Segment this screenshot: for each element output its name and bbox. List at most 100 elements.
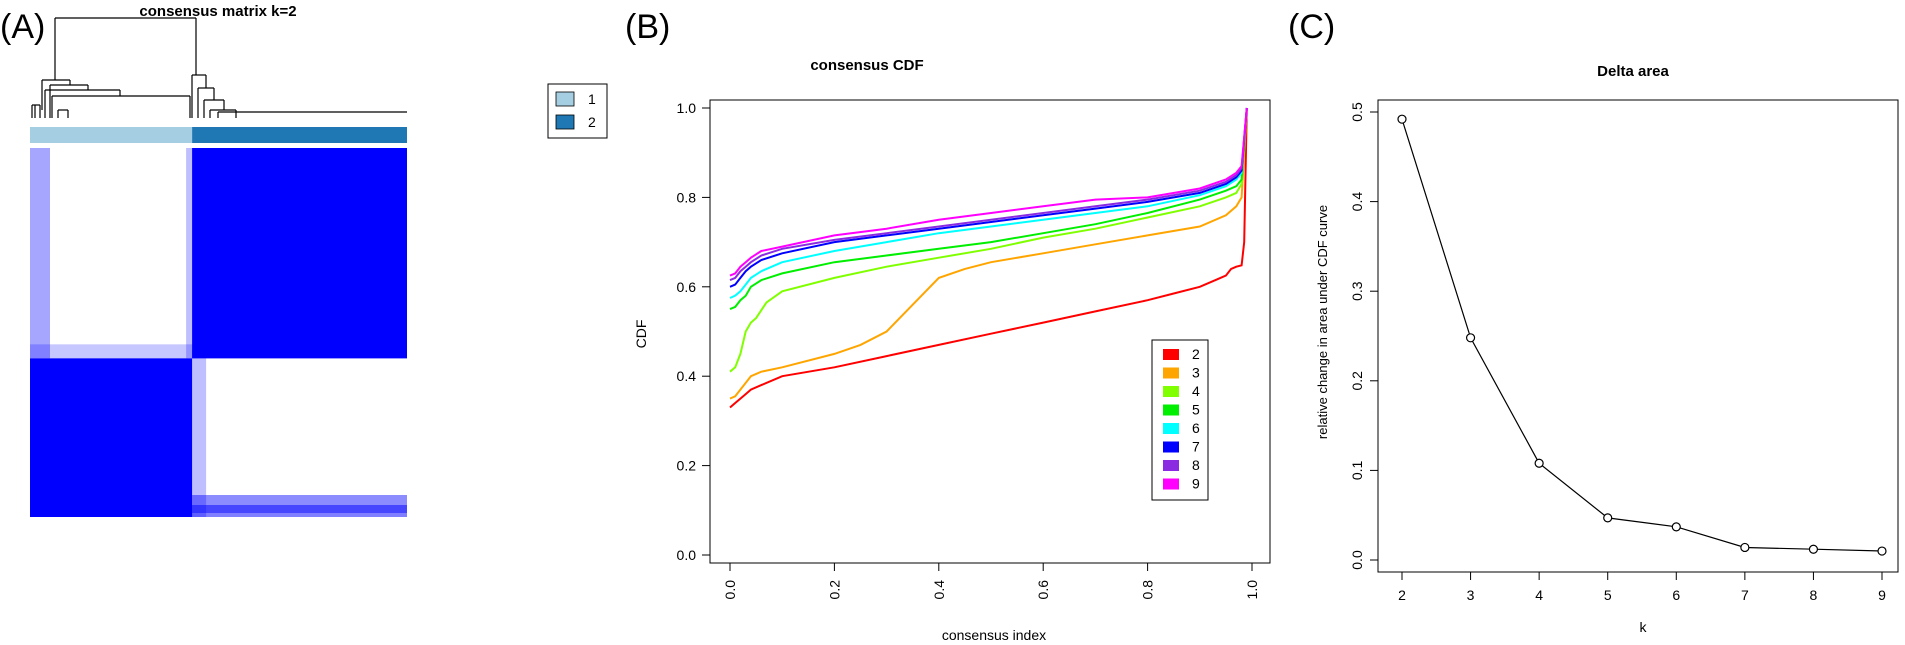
cluster-legend-label-2: 2 xyxy=(588,114,596,130)
delta-x-tick-label: 2 xyxy=(1398,587,1406,603)
matrix-noise-3 xyxy=(192,358,207,517)
consensus-heatmap xyxy=(30,148,407,517)
panel-label-b: (B) xyxy=(625,8,670,46)
cdf-legend-swatch-9 xyxy=(1163,478,1179,490)
cluster-bar-1 xyxy=(30,127,193,143)
cdf-series-k2 xyxy=(729,107,1248,409)
delta-x-tick-label: 4 xyxy=(1535,587,1543,603)
delta-x-tick-label: 3 xyxy=(1467,587,1475,603)
delta-y-tick-label: 0.1 xyxy=(1349,460,1365,480)
cluster-bar-2 xyxy=(192,127,407,143)
cdf-y-tick-label: 1.0 xyxy=(677,100,697,116)
delta-y-tick-label: 0.5 xyxy=(1349,102,1365,122)
delta-title: Delta area xyxy=(1597,63,1669,80)
cdf-y-tick-label: 0.2 xyxy=(677,458,697,474)
delta-x-tick-label: 7 xyxy=(1741,587,1749,603)
cdf-series-k4 xyxy=(729,107,1248,373)
delta-area-points xyxy=(1397,114,1887,556)
cdf-y-tick-label: 0.0 xyxy=(677,547,697,563)
cluster-legend-label-1: 1 xyxy=(588,91,596,107)
cdf-legend-swatch-7 xyxy=(1163,441,1179,453)
panel-label-a: (A) xyxy=(0,8,45,46)
matrix-noise-6 xyxy=(192,350,407,359)
cdf-legend-label-6: 6 xyxy=(1192,420,1200,436)
dendrogram xyxy=(31,17,407,118)
cdf-legend: 2 3 4 5 6 7 8 9 xyxy=(1151,339,1209,501)
delta-y-tick-label: 0.3 xyxy=(1349,281,1365,301)
cdf-x-axis: 0.0 0.2 0.4 0.6 0.8 1.0 xyxy=(722,562,1260,600)
delta-point-k8 xyxy=(1808,544,1819,554)
cdf-x-tick-label: 0.2 xyxy=(826,580,842,600)
consensus-cdf-panel: consensus CDF 0.00.20.40.60.81.0 0.0 0.2 0… xyxy=(633,57,1271,643)
cdf-series-k6 xyxy=(729,107,1248,299)
cdf-legend-label-9: 9 xyxy=(1192,476,1200,492)
matrix-noise-2 xyxy=(30,344,407,359)
cdf-x-tick-label: 0.6 xyxy=(1035,580,1051,600)
cdf-title: consensus CDF xyxy=(810,57,923,74)
cdf-legend-label-4: 4 xyxy=(1192,383,1200,399)
matrix-corner-block xyxy=(30,505,42,517)
cdf-y-tick-label: 0.8 xyxy=(677,189,697,205)
matrix-noise-5 xyxy=(30,505,407,517)
cdf-y-tick-label: 0.4 xyxy=(677,368,697,384)
cluster-legend-swatch-2 xyxy=(555,114,575,130)
delta-x-tick-label: 6 xyxy=(1672,587,1680,603)
delta-y-axis: 0.0 0.1 0.2 0.3 0.4 0.5 xyxy=(1349,102,1379,570)
cdf-legend-label-2: 2 xyxy=(1192,346,1200,362)
panel-label-c: (C) xyxy=(1288,8,1335,46)
cdf-series-k7 xyxy=(729,107,1248,288)
matrix-noise-0 xyxy=(30,148,50,359)
cdf-x-axis-label: consensus index xyxy=(942,627,1046,643)
cdf-x-tick-label: 0.0 xyxy=(722,580,738,600)
cdf-series-k8 xyxy=(729,107,1248,282)
cdf-series-group xyxy=(729,107,1248,409)
cdf-legend-swatch-6 xyxy=(1163,423,1179,434)
cdf-y-axis-label: CDF xyxy=(633,320,649,349)
delta-y-tick-label: 0.0 xyxy=(1349,550,1365,570)
delta-x-axis-label: k xyxy=(1640,619,1648,635)
cdf-y-tick-label: 0.6 xyxy=(677,279,697,295)
delta-area-panel: Delta area 0.0 0.1 0.2 0.3 0.4 0.5 2 3 4 5 6 7 8 9 k… xyxy=(1315,63,1899,635)
cluster-legend: 1 2 xyxy=(547,83,608,139)
delta-point-k4 xyxy=(1534,458,1544,468)
matrix-title: consensus matrix k=2 xyxy=(139,3,296,20)
delta-x-tick-label: 8 xyxy=(1810,587,1818,603)
cdf-series-k5 xyxy=(729,107,1248,311)
matrix-block-cluster-2 xyxy=(192,148,407,359)
delta-area-line xyxy=(1401,119,1883,552)
cdf-series-k9 xyxy=(729,107,1248,277)
cluster-legend-swatch-1 xyxy=(555,91,575,107)
cdf-y-axis: 0.0 0.2 0.4 0.6 0.8 1.0 xyxy=(677,100,711,563)
delta-point-k2 xyxy=(1397,114,1407,124)
cdf-legend-swatch-3 xyxy=(1163,367,1179,379)
cdf-series-k3 xyxy=(729,107,1248,400)
cdf-x-tick-label: 0.4 xyxy=(931,580,947,600)
cluster-annotation-bar xyxy=(30,127,407,143)
delta-x-tick-label: 5 xyxy=(1604,587,1612,603)
matrix-block-cluster-1 xyxy=(30,358,193,517)
cdf-legend-box xyxy=(1151,339,1209,501)
delta-point-k9 xyxy=(1877,546,1887,556)
cdf-x-tick-label: 0.8 xyxy=(1140,580,1156,600)
delta-y-tick-label: 0.4 xyxy=(1349,192,1365,212)
cdf-legend-swatch-5 xyxy=(1163,404,1179,416)
delta-point-k3 xyxy=(1465,333,1476,343)
cdf-legend-swatch-2 xyxy=(1163,349,1179,360)
cdf-legend-label-7: 7 xyxy=(1192,439,1200,455)
cdf-legend-swatch-4 xyxy=(1163,386,1179,397)
delta-y-axis-label: relative change in area under CDF curve xyxy=(1315,205,1330,439)
cdf-legend-label-8: 8 xyxy=(1192,457,1200,473)
delta-plot-frame xyxy=(1377,99,1899,573)
delta-point-k7 xyxy=(1740,542,1750,553)
delta-point-k6 xyxy=(1671,522,1681,532)
delta-x-axis: 2 3 4 5 6 7 8 9 xyxy=(1398,571,1886,603)
consensus-matrix-panel: consensus matrix k=2 1 2 xyxy=(30,3,608,517)
matrix-noise-1 xyxy=(186,148,199,359)
delta-point-k5 xyxy=(1603,513,1613,523)
cdf-legend-label-3: 3 xyxy=(1192,365,1200,381)
delta-y-tick-label: 0.2 xyxy=(1349,371,1365,391)
cdf-legend-label-5: 5 xyxy=(1192,402,1200,418)
delta-x-tick-label: 9 xyxy=(1878,587,1886,603)
cdf-x-tick-label: 1.0 xyxy=(1244,580,1260,600)
cdf-legend-swatch-8 xyxy=(1163,460,1179,471)
